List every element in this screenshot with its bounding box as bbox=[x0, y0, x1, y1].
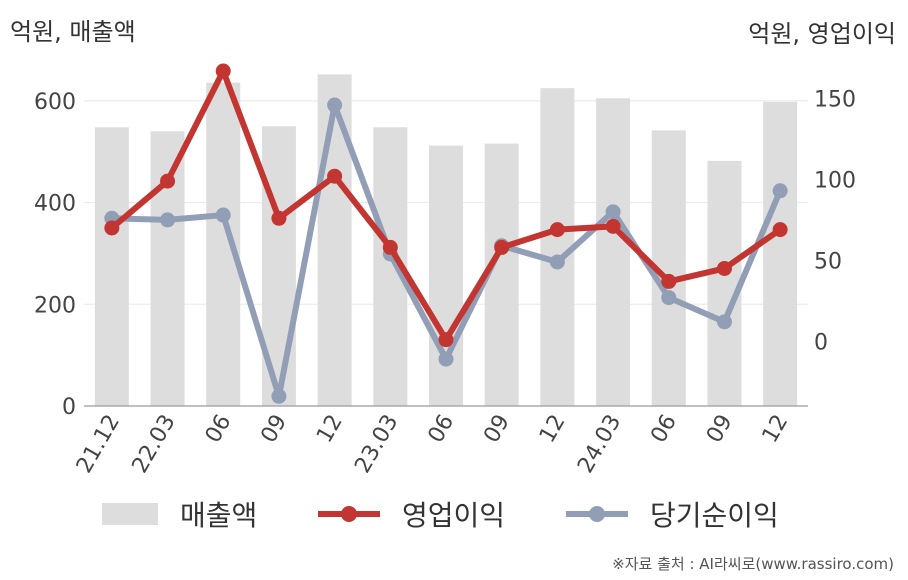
legend: 매출액 영업이익 당기순이익 bbox=[0, 492, 908, 536]
y-right-tick-label: 0 bbox=[814, 330, 828, 355]
bar-revenue bbox=[763, 101, 798, 407]
y-left-tick-label: 200 bbox=[34, 293, 76, 318]
x-tick-label: 09 bbox=[256, 411, 292, 448]
bar-revenue bbox=[540, 88, 575, 407]
bar-revenue bbox=[429, 145, 463, 406]
x-tick-label: 09 bbox=[479, 411, 515, 448]
x-tick-label: 23.03 bbox=[350, 411, 403, 478]
point-net-income bbox=[772, 183, 788, 199]
legend-swatch-line-red bbox=[318, 503, 380, 525]
legend-item-net-income: 당기순이익 bbox=[566, 492, 779, 536]
point-net-income bbox=[716, 314, 732, 330]
legend-swatch-bar bbox=[102, 503, 158, 525]
x-tick-label: 21.12 bbox=[72, 411, 125, 478]
point-net-income bbox=[605, 204, 621, 220]
bar-revenue bbox=[150, 131, 185, 406]
point-operating-profit bbox=[772, 222, 788, 238]
point-operating-profit bbox=[104, 220, 120, 236]
y-right-tick-label: 150 bbox=[814, 88, 856, 113]
bar-revenue bbox=[317, 74, 352, 406]
x-tick-label: 12 bbox=[758, 411, 794, 448]
point-net-income bbox=[215, 207, 231, 223]
right-axis-unit: 억원, 영업이익 bbox=[748, 20, 896, 48]
point-operating-profit bbox=[215, 63, 231, 79]
x-tick-label: 06 bbox=[424, 411, 460, 448]
point-net-income bbox=[549, 254, 565, 270]
point-operating-profit bbox=[605, 218, 621, 234]
legend-label-revenue: 매출액 bbox=[180, 499, 258, 532]
legend-label-operating-profit: 영업이익 bbox=[402, 499, 506, 532]
point-net-income bbox=[327, 97, 343, 113]
point-net-income bbox=[661, 290, 677, 306]
point-operating-profit bbox=[327, 168, 343, 184]
y-left-tick-label: 600 bbox=[34, 90, 76, 115]
y-right-tick-label: 50 bbox=[814, 249, 842, 274]
y-axis-labels: 0 200 400 600 0 50 100 150 bbox=[34, 88, 856, 420]
x-tick-label: 24.03 bbox=[573, 411, 626, 478]
point-operating-profit bbox=[494, 239, 510, 255]
x-axis-labels: 21.12 22.03 06 09 12 23.03 06 09 12 24.03 06 09 12 bbox=[72, 411, 793, 478]
x-tick-label: 12 bbox=[535, 411, 571, 448]
x-tick-label: 22.03 bbox=[128, 411, 181, 478]
bar-revenue bbox=[596, 98, 631, 407]
y-left-tick-label: 0 bbox=[62, 395, 76, 420]
legend-item-revenue: 매출액 bbox=[102, 492, 257, 536]
point-operating-profit bbox=[716, 260, 732, 276]
x-tick-label: 06 bbox=[201, 411, 237, 448]
x-tick-label: 09 bbox=[702, 411, 738, 448]
point-net-income bbox=[271, 388, 287, 404]
bar-revenue bbox=[707, 160, 742, 406]
x-tick-label: 06 bbox=[646, 411, 682, 448]
left-axis-unit: 억원, 매출액 bbox=[10, 18, 136, 46]
point-operating-profit bbox=[160, 173, 176, 189]
y-left-tick-label: 400 bbox=[34, 192, 76, 217]
legend-label-net-income: 당기순이익 bbox=[650, 499, 779, 532]
y-right-tick-label: 100 bbox=[814, 168, 856, 193]
legend-swatch-line-blue bbox=[566, 503, 628, 525]
point-operating-profit bbox=[549, 222, 565, 238]
source-note: ※자료 출처 : AI라씨로(www.rassiro.com) bbox=[612, 555, 894, 573]
profit-lines bbox=[104, 63, 788, 404]
legend-item-operating-profit: 영업이익 bbox=[318, 492, 505, 536]
point-operating-profit bbox=[661, 273, 677, 289]
x-tick-label: 12 bbox=[312, 411, 348, 448]
bar-revenue bbox=[94, 127, 129, 406]
point-operating-profit bbox=[382, 239, 398, 255]
point-operating-profit bbox=[438, 332, 454, 348]
point-net-income bbox=[438, 351, 454, 367]
point-net-income bbox=[160, 212, 176, 228]
point-operating-profit bbox=[271, 210, 287, 226]
